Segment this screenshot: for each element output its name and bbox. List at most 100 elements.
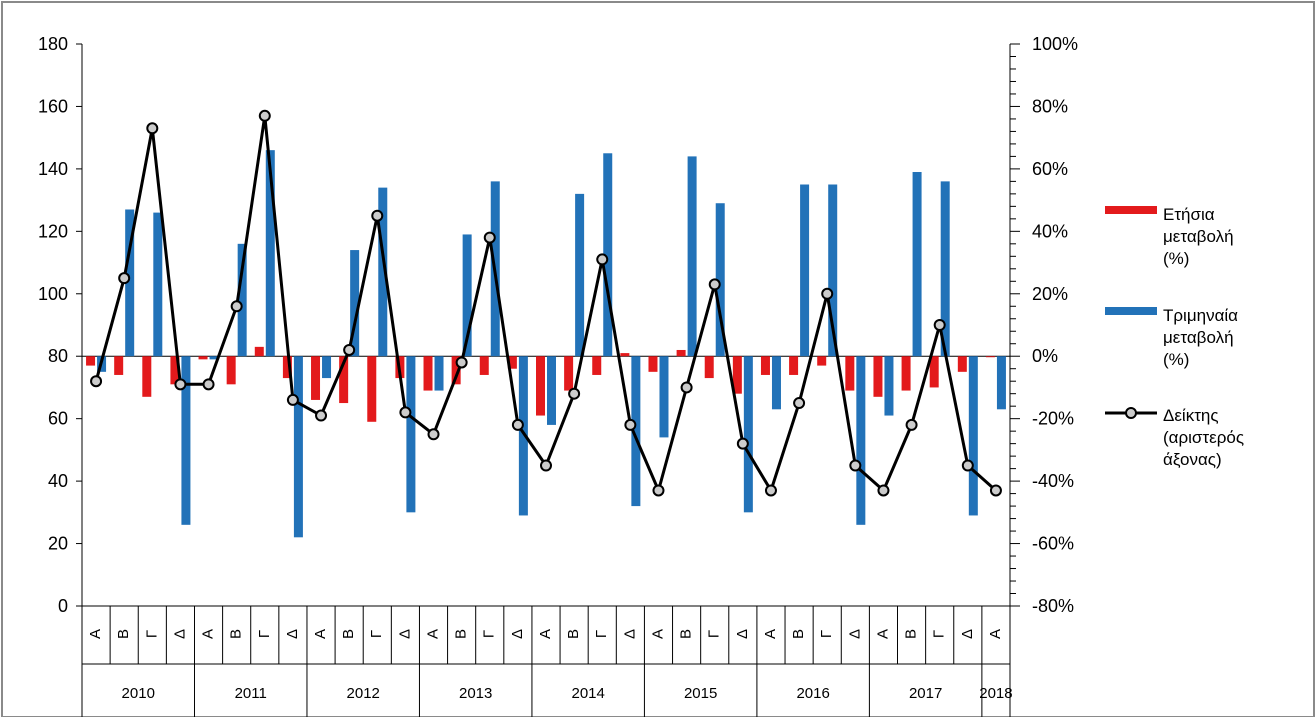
category-label: Δ bbox=[621, 629, 638, 639]
category-label: Γ bbox=[593, 630, 610, 638]
index-point bbox=[596, 253, 609, 266]
legend-label-line: (%) bbox=[1163, 350, 1189, 369]
bar-quarterly bbox=[912, 172, 922, 357]
right-tick-label: -20% bbox=[1032, 409, 1074, 429]
category-label: Γ bbox=[931, 630, 948, 638]
bar-annual bbox=[142, 356, 152, 397]
index-point bbox=[343, 343, 356, 356]
category-label: Α bbox=[537, 629, 554, 639]
bar-annual bbox=[929, 356, 939, 388]
legend: Ετήσια μεταβολή (%) Τριμηναία μεταβολή (%) Δ… bbox=[1105, 205, 1244, 469]
bar-annual bbox=[732, 356, 742, 394]
index-point bbox=[680, 381, 693, 394]
right-tick-label: 80% bbox=[1032, 96, 1068, 116]
category-label: Δ bbox=[959, 629, 976, 639]
index-point bbox=[708, 278, 721, 291]
index-point bbox=[905, 418, 918, 431]
index-point bbox=[399, 406, 412, 419]
bar-annual bbox=[873, 356, 883, 397]
bar-annual bbox=[760, 356, 770, 375]
bar-quarterly bbox=[293, 356, 303, 538]
right-tick-label: 0% bbox=[1032, 346, 1058, 366]
category-label: Β bbox=[790, 629, 807, 639]
index-point bbox=[511, 418, 524, 431]
category-label: Β bbox=[678, 629, 695, 639]
category-label: Α bbox=[200, 629, 217, 639]
index-point bbox=[933, 319, 946, 331]
index-point bbox=[877, 484, 890, 497]
index-point bbox=[821, 287, 834, 300]
right-tick-label: -60% bbox=[1032, 534, 1074, 554]
left-tick-label: 40 bbox=[48, 471, 68, 491]
left-tick-label: 100 bbox=[38, 284, 68, 304]
bar-annual bbox=[451, 356, 461, 385]
index-point bbox=[483, 231, 496, 244]
bar-annual bbox=[648, 356, 658, 372]
index-point bbox=[315, 409, 328, 422]
index-point bbox=[989, 484, 1002, 497]
right-tick-label: 20% bbox=[1032, 284, 1068, 304]
index-point bbox=[230, 300, 243, 313]
year-label: 2013 bbox=[459, 685, 492, 702]
index-point bbox=[568, 387, 581, 400]
bar-quarterly bbox=[996, 356, 1006, 410]
index-point bbox=[624, 418, 637, 431]
bar-annual bbox=[676, 349, 686, 357]
left-tick-label: 160 bbox=[38, 96, 68, 116]
legend-label-line: μεταβολή bbox=[1163, 328, 1234, 347]
category-label: Β bbox=[115, 629, 132, 639]
bar-quarterly bbox=[856, 356, 866, 525]
axes-group: 0 20 40 60 80 100 120 140 160 180 -80% -60% -40% -20%… bbox=[38, 34, 1078, 717]
right-tick-label: 100% bbox=[1032, 34, 1078, 54]
bar-quarterly bbox=[659, 356, 669, 438]
bar-annual bbox=[479, 356, 489, 375]
index-point bbox=[736, 437, 749, 450]
category-label: Δ bbox=[846, 629, 863, 639]
right-tick-label: -40% bbox=[1032, 471, 1074, 491]
category-label: Α bbox=[312, 629, 329, 639]
bar-quarterly bbox=[237, 243, 247, 357]
bar-quarterly bbox=[322, 356, 332, 379]
bar-quarterly bbox=[800, 184, 810, 357]
index-point bbox=[540, 459, 552, 472]
bar-quarterly bbox=[153, 212, 163, 357]
category-label: Γ bbox=[143, 630, 160, 638]
index-point bbox=[849, 459, 862, 472]
bar-annual bbox=[536, 356, 545, 416]
bar-quarterly bbox=[265, 150, 275, 357]
bar-annual bbox=[114, 356, 124, 375]
category-label: Δ bbox=[396, 629, 413, 639]
bar-annual bbox=[789, 356, 799, 375]
legend-label-line: Ετήσια bbox=[1163, 205, 1215, 224]
bar-quarterly bbox=[884, 356, 894, 416]
legend-label-annual: Ετήσια μεταβολή (%) bbox=[1163, 205, 1234, 268]
index-point bbox=[146, 122, 159, 135]
bar-quarterly bbox=[575, 193, 585, 357]
bar-annual bbox=[339, 356, 349, 404]
index-point bbox=[371, 209, 384, 222]
bar-annual bbox=[282, 356, 292, 379]
bar-quarterly bbox=[940, 181, 950, 357]
category-label: Β bbox=[228, 629, 245, 639]
legend-label-line: Τριμηναία bbox=[1163, 306, 1238, 325]
index-point bbox=[455, 356, 468, 369]
bar-annual bbox=[592, 356, 602, 375]
legend-label-line: Δείκτης bbox=[1163, 406, 1219, 425]
bar-quarterly bbox=[434, 356, 444, 391]
bar-annual bbox=[507, 356, 517, 369]
category-label: Β bbox=[903, 629, 920, 639]
right-tick-label: 60% bbox=[1032, 159, 1068, 179]
left-tick-label: 140 bbox=[38, 159, 68, 179]
left-tick-label: 0 bbox=[58, 596, 68, 616]
bar-quarterly bbox=[181, 356, 191, 525]
year-label: 2016 bbox=[796, 685, 829, 702]
category-label: Β bbox=[453, 629, 470, 639]
category-label: Α bbox=[987, 629, 1004, 639]
bar-quarterly bbox=[518, 356, 528, 516]
category-label: Γ bbox=[818, 630, 835, 638]
year-label: 2015 bbox=[684, 685, 717, 702]
bar-annual bbox=[226, 356, 236, 385]
left-tick-label: 80 bbox=[48, 346, 68, 366]
bar-annual bbox=[311, 356, 321, 400]
category-label: Γ bbox=[256, 630, 273, 638]
